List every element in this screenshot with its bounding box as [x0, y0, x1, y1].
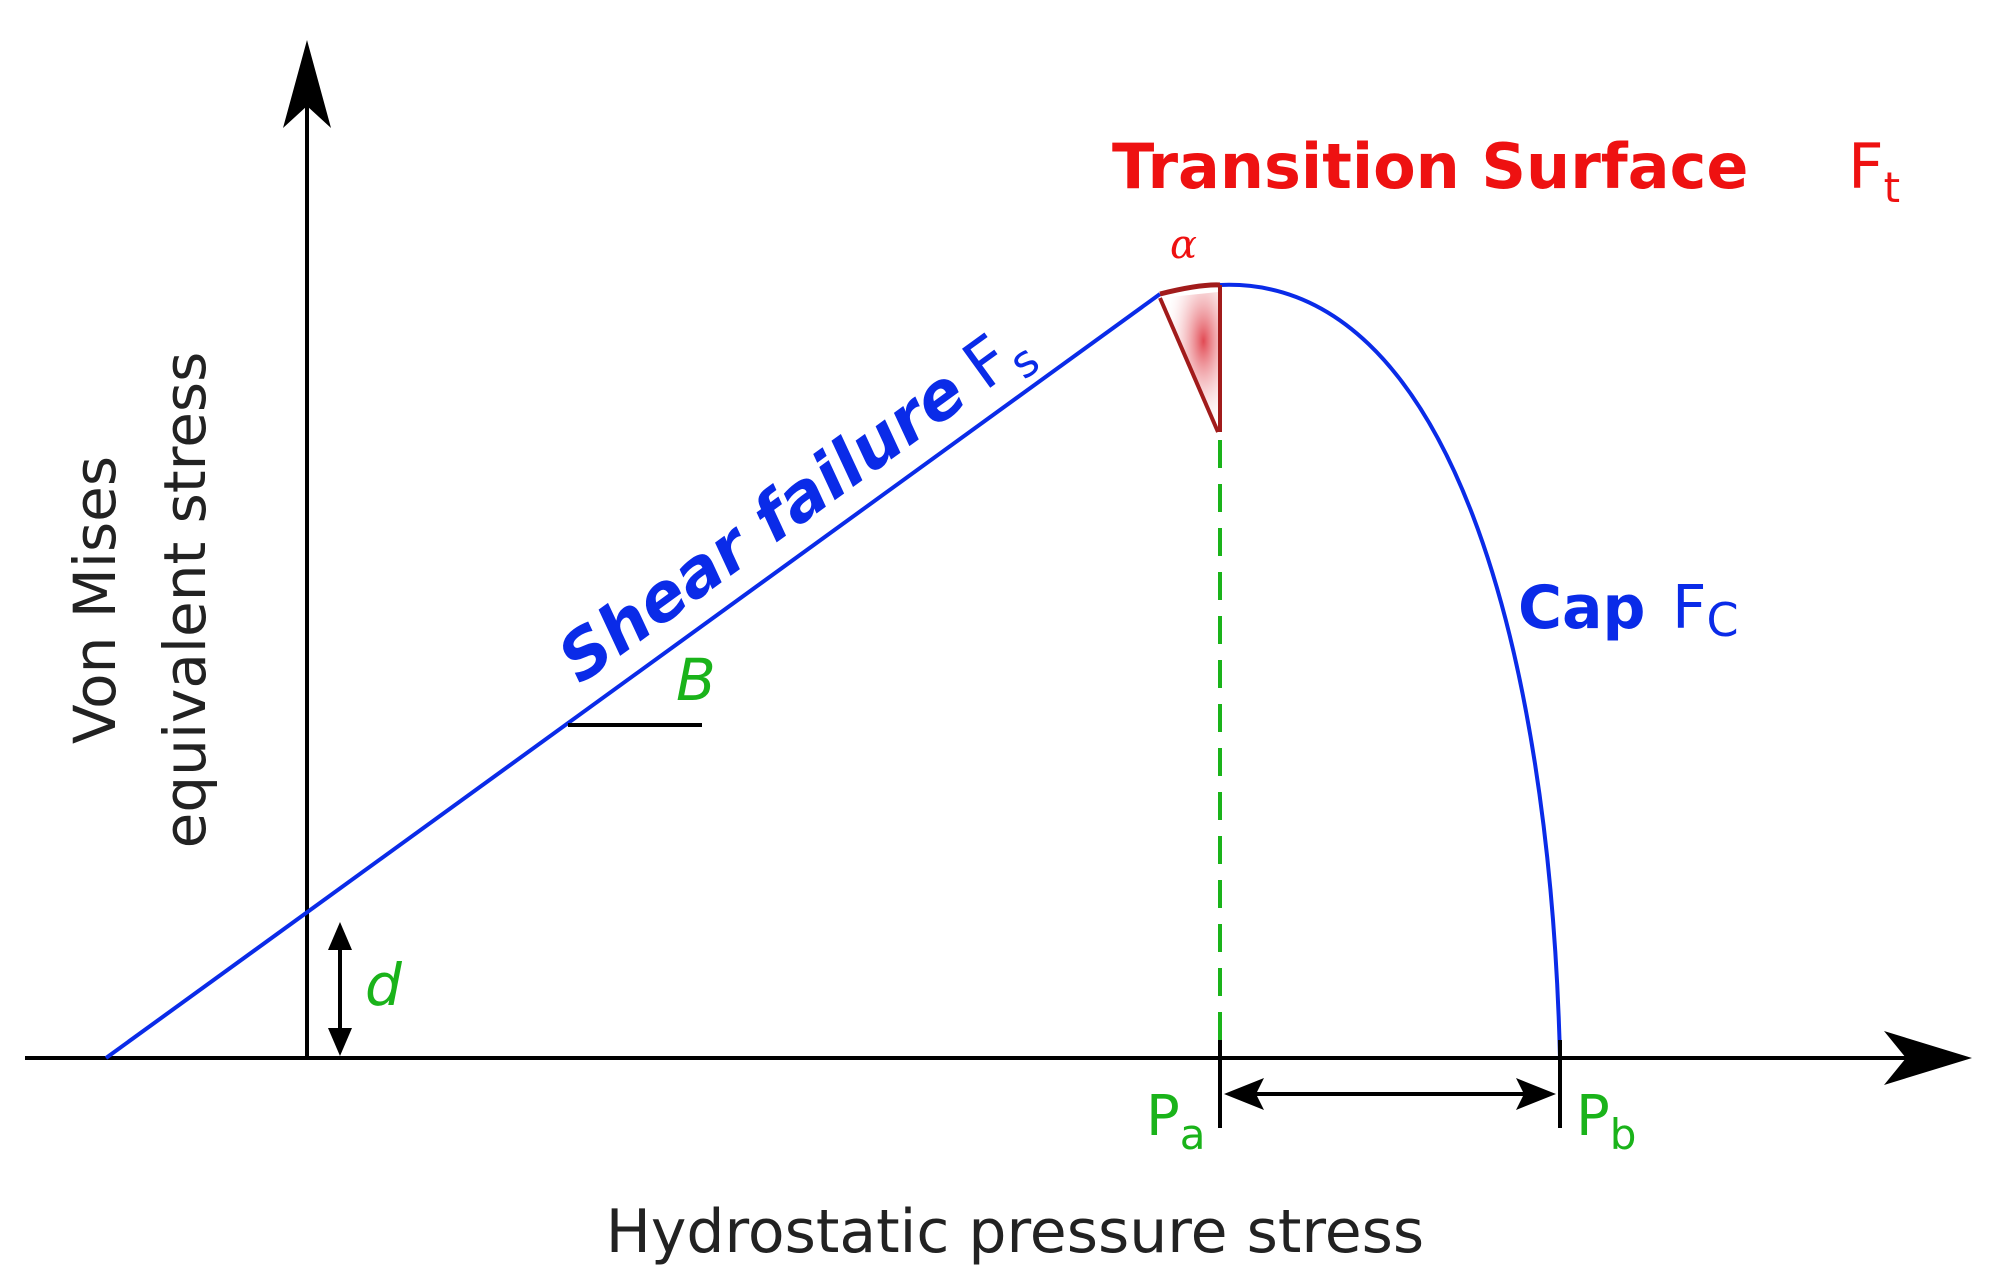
x-axis-label: Hydrostatic pressure stress — [606, 1197, 1424, 1267]
pb-subscript: b — [1610, 1110, 1637, 1159]
pa-label: Pa — [1146, 1084, 1206, 1159]
pressure-span — [1218, 1040, 1562, 1128]
shear-failure-label: Shear failureFs — [544, 306, 1049, 705]
shear-failure-line — [104, 292, 1162, 1060]
cohesion-label: d — [365, 951, 403, 1019]
transition-surface-label: Transition Surface — [1112, 130, 1748, 203]
axes — [25, 40, 1972, 1085]
alpha-label: α — [1170, 222, 1197, 268]
cap-subscript: C — [1707, 593, 1739, 647]
x-axis-arrow — [1884, 1031, 1972, 1085]
transition-arc — [1159, 282, 1221, 297]
cap-curve — [1219, 282, 1562, 1059]
alpha-wedge-left-edge — [1158, 297, 1220, 433]
y-axis-label-line2: equivalent stress — [151, 352, 219, 849]
svg-text:Shear failureFs: Shear failureFs — [544, 306, 1049, 705]
shear-failure-title: Shear failure — [544, 353, 980, 698]
pa-subscript: a — [1180, 1110, 1206, 1159]
cap-title: Cap — [1518, 573, 1645, 643]
transition-surface-title: Transition Surface — [1112, 130, 1748, 203]
cap-symbol: FC — [1672, 573, 1739, 647]
y-axis-arrow — [283, 40, 331, 128]
pb-label: Pb — [1576, 1084, 1636, 1159]
cohesion-arrow — [328, 922, 352, 1056]
cap-label: Cap — [1518, 573, 1645, 643]
transition-surface-symbol: Ft — [1848, 130, 1900, 212]
y-axis-label-line1: Von Mises — [61, 456, 129, 744]
transition-surface-subscript: t — [1884, 163, 1900, 212]
y-axis-label: Von Mises equivalent stress — [61, 352, 219, 849]
slope-label: B — [676, 646, 716, 714]
